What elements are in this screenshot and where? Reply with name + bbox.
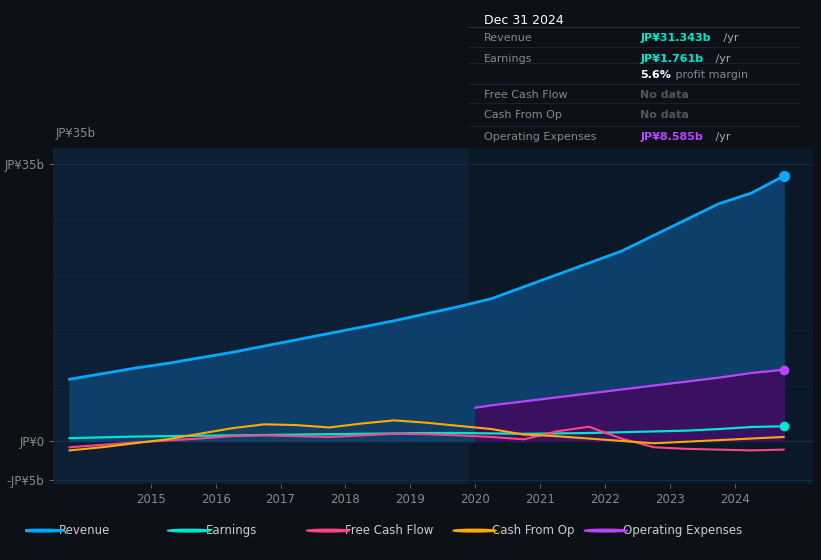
- Text: /yr: /yr: [713, 132, 731, 142]
- Text: Operating Expenses: Operating Expenses: [484, 132, 597, 142]
- Text: profit margin: profit margin: [672, 69, 749, 80]
- Bar: [469, 148, 813, 484]
- Text: Operating Expenses: Operating Expenses: [623, 524, 742, 537]
- Text: JP¥31.343b: JP¥31.343b: [640, 33, 711, 43]
- Circle shape: [21, 529, 64, 532]
- Text: Earnings: Earnings: [484, 54, 533, 64]
- Text: Revenue: Revenue: [59, 524, 111, 537]
- Text: JP¥35b: JP¥35b: [56, 127, 96, 140]
- Text: Cash From Op: Cash From Op: [492, 524, 574, 537]
- Text: Earnings: Earnings: [206, 524, 257, 537]
- Text: /yr: /yr: [713, 54, 731, 64]
- Text: Revenue: Revenue: [484, 33, 533, 43]
- Text: Cash From Op: Cash From Op: [484, 110, 562, 119]
- Text: No data: No data: [640, 110, 690, 119]
- Text: Free Cash Flow: Free Cash Flow: [484, 90, 568, 100]
- Circle shape: [453, 529, 496, 532]
- Text: Free Cash Flow: Free Cash Flow: [345, 524, 433, 537]
- Text: 5.6%: 5.6%: [640, 69, 672, 80]
- Text: JP¥1.761b: JP¥1.761b: [640, 54, 704, 64]
- Text: No data: No data: [640, 90, 690, 100]
- Circle shape: [167, 529, 211, 532]
- Text: /yr: /yr: [720, 33, 739, 43]
- Text: JP¥8.585b: JP¥8.585b: [640, 132, 704, 142]
- Text: Dec 31 2024: Dec 31 2024: [484, 14, 564, 27]
- Circle shape: [585, 529, 627, 532]
- Circle shape: [306, 529, 350, 532]
